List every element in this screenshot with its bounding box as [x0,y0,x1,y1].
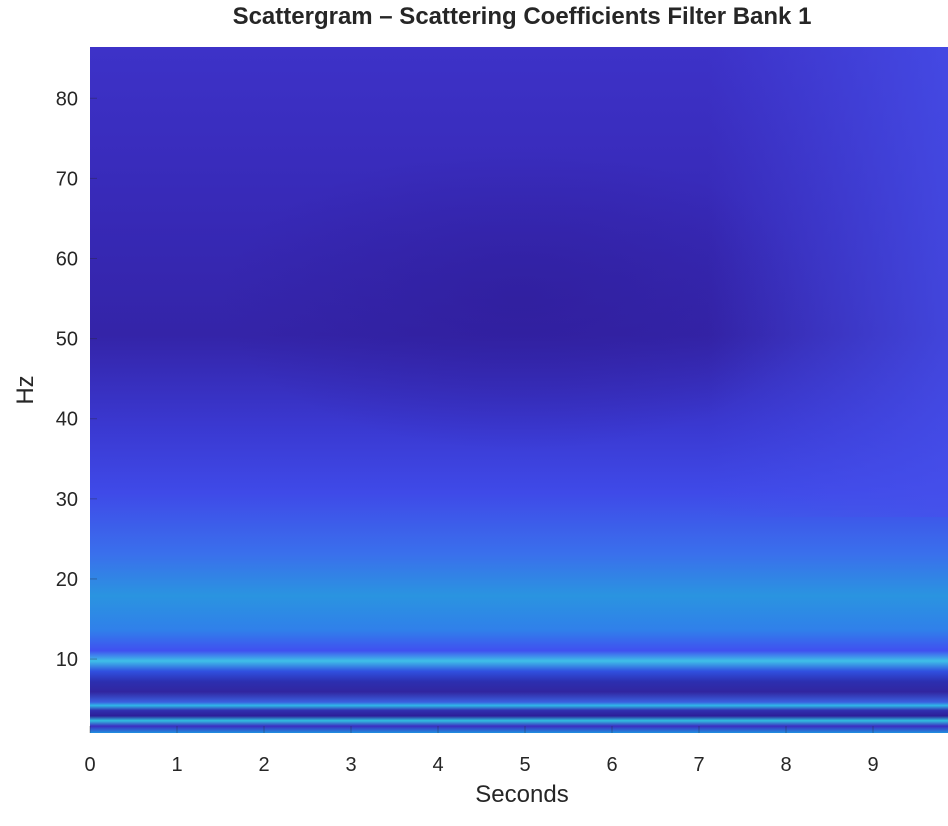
y-tick-label: 50 [56,329,78,351]
y-tick-label: 10 [56,649,78,671]
x-tick-label: 0 [84,754,95,776]
x-tick-label: 5 [519,754,530,776]
y-tick-label: 70 [56,168,78,190]
x-axis-label: Seconds [475,781,568,808]
chart-title: Scattergram – Scattering Coefficients Fi… [233,3,812,30]
y-tick-label: 40 [56,409,78,431]
x-tick-label: 7 [693,754,704,776]
y-tick-label: 80 [56,88,78,110]
y-tick-label: 60 [56,248,78,270]
x-tick-label: 3 [345,754,356,776]
x-tick-label: 2 [258,754,269,776]
x-tick-label: 4 [432,754,443,776]
x-tick-label: 9 [867,754,878,776]
heatmap [90,47,948,733]
y-tick-label: 20 [56,569,78,591]
x-tick-label: 6 [606,754,617,776]
x-tick-label: 1 [171,754,182,776]
y-axis-label: Hz [12,375,39,404]
x-tick-label: 8 [780,754,791,776]
y-tick-label: 30 [56,489,78,511]
